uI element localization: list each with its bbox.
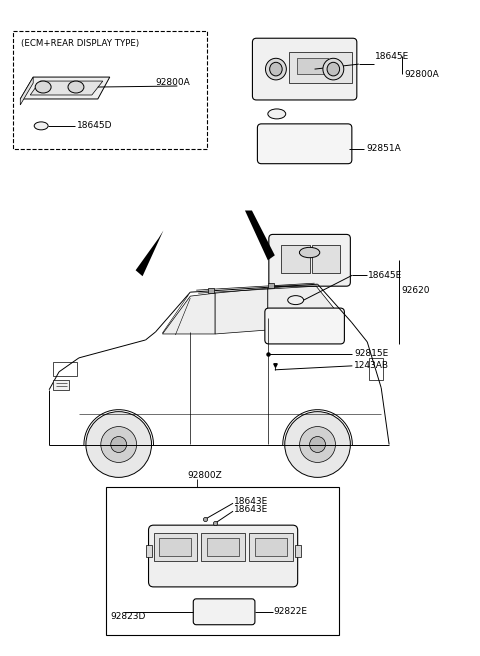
- Text: (ECM+REAR DISPLAY TYPE): (ECM+REAR DISPLAY TYPE): [21, 39, 139, 48]
- Ellipse shape: [323, 58, 344, 80]
- Ellipse shape: [270, 62, 282, 76]
- Ellipse shape: [34, 122, 48, 130]
- Text: 18645E: 18645E: [368, 271, 403, 279]
- FancyBboxPatch shape: [257, 124, 352, 164]
- Circle shape: [101, 426, 137, 462]
- Bar: [145, 545, 152, 557]
- Text: 92822E: 92822E: [274, 607, 308, 616]
- Bar: [249, 533, 293, 561]
- Text: 92800A: 92800A: [405, 70, 439, 79]
- Bar: [159, 538, 192, 556]
- Bar: [208, 288, 214, 293]
- Text: 92620: 92620: [401, 285, 430, 295]
- Text: 92815E: 92815E: [354, 350, 389, 358]
- Bar: [268, 283, 274, 288]
- Bar: [295, 545, 300, 557]
- Polygon shape: [30, 81, 103, 95]
- Bar: [289, 52, 352, 83]
- FancyBboxPatch shape: [193, 599, 255, 625]
- FancyBboxPatch shape: [269, 234, 350, 286]
- Bar: [255, 538, 287, 556]
- Circle shape: [111, 436, 127, 453]
- Ellipse shape: [288, 296, 304, 304]
- FancyBboxPatch shape: [265, 308, 344, 344]
- Text: 92851A: 92851A: [366, 144, 401, 154]
- Text: 92800Z: 92800Z: [187, 471, 222, 480]
- Polygon shape: [245, 211, 275, 260]
- Bar: [312, 245, 340, 274]
- Ellipse shape: [265, 58, 287, 80]
- Polygon shape: [136, 230, 164, 276]
- Polygon shape: [268, 284, 339, 325]
- Circle shape: [310, 436, 325, 453]
- Ellipse shape: [68, 81, 84, 93]
- Polygon shape: [215, 288, 268, 334]
- Polygon shape: [162, 293, 215, 334]
- Bar: [154, 533, 197, 561]
- Bar: [53, 362, 77, 376]
- Text: 18643E: 18643E: [234, 497, 268, 506]
- Ellipse shape: [35, 81, 51, 93]
- Bar: [297, 58, 328, 73]
- Circle shape: [86, 412, 152, 478]
- Bar: [207, 538, 239, 556]
- Text: 18645E: 18645E: [375, 52, 409, 60]
- Polygon shape: [20, 77, 110, 99]
- Bar: [201, 533, 245, 561]
- Text: 18643E: 18643E: [234, 504, 268, 514]
- Bar: [106, 487, 339, 635]
- FancyBboxPatch shape: [148, 525, 298, 587]
- Text: 92800A: 92800A: [156, 77, 190, 87]
- Circle shape: [300, 426, 336, 462]
- Text: 92823D: 92823D: [111, 612, 146, 621]
- Text: 18645D: 18645D: [77, 121, 112, 131]
- Bar: [53, 380, 69, 390]
- Ellipse shape: [300, 247, 320, 258]
- Bar: [369, 358, 383, 380]
- Circle shape: [285, 412, 350, 478]
- Bar: [281, 245, 310, 274]
- Text: 1243AB: 1243AB: [354, 361, 389, 371]
- Polygon shape: [20, 77, 33, 105]
- Ellipse shape: [327, 62, 339, 76]
- Ellipse shape: [268, 109, 286, 119]
- Bar: [13, 31, 207, 149]
- FancyBboxPatch shape: [252, 38, 357, 100]
